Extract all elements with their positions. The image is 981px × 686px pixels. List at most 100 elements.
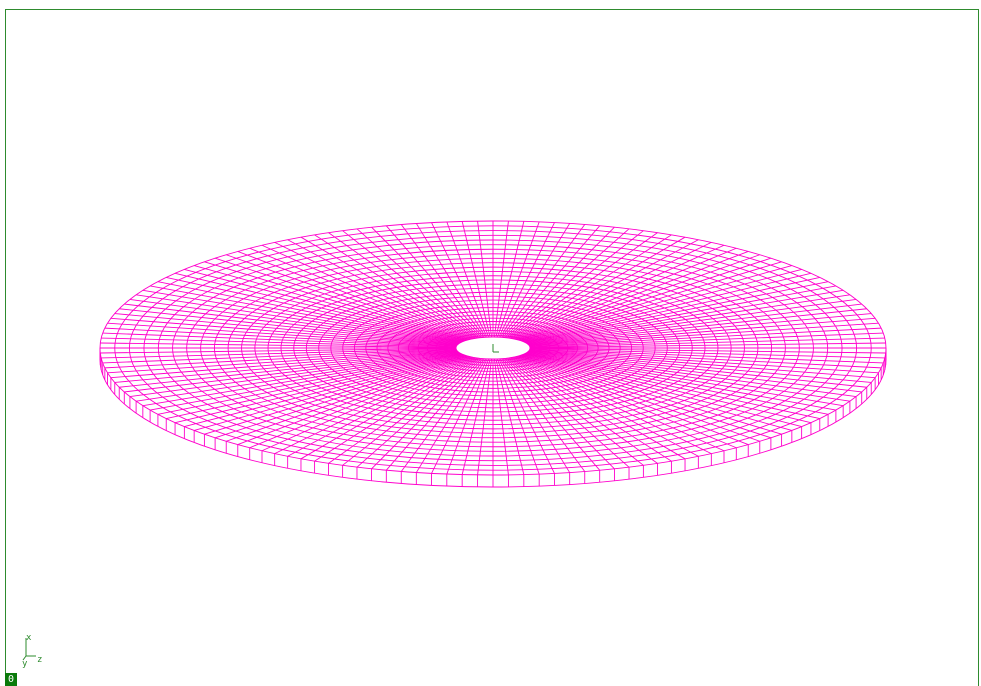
mesh-spoke xyxy=(214,257,467,341)
mesh-spoke xyxy=(502,225,601,338)
mesh-spoke xyxy=(529,337,885,348)
frame-number-badge: 0 xyxy=(5,673,17,686)
mesh-spoke xyxy=(506,357,644,466)
mesh-spoke xyxy=(157,353,462,415)
mesh-spoke xyxy=(502,358,601,471)
mesh-spoke xyxy=(512,239,699,340)
mesh-spoke xyxy=(514,356,725,452)
mesh-spoke xyxy=(525,352,844,407)
mesh-spoke xyxy=(525,289,844,344)
mesh-spoke xyxy=(517,355,760,442)
mesh-spoke xyxy=(194,354,465,431)
mesh-spoke xyxy=(261,356,472,452)
triad-x-label: x xyxy=(26,633,32,643)
mesh-spoke xyxy=(499,358,571,473)
mesh-spoke xyxy=(400,358,485,472)
mesh-spoke xyxy=(523,277,820,343)
mesh-rim xyxy=(99,348,887,488)
mesh-spoke xyxy=(509,234,672,339)
mesh-spoke xyxy=(415,223,487,338)
mesh-spoke xyxy=(529,342,886,349)
mesh-spoke xyxy=(529,347,886,354)
mesh-spoke xyxy=(528,317,876,346)
mesh-spoke xyxy=(529,332,884,348)
viewport-border xyxy=(5,9,979,686)
mesh-spoke xyxy=(516,355,749,445)
mesh-spoke xyxy=(249,247,471,340)
mesh-spoke xyxy=(184,354,465,428)
mesh-spoke xyxy=(100,342,457,349)
mesh-spoke xyxy=(512,356,699,457)
mesh-spoke xyxy=(342,230,480,339)
mesh-spoke xyxy=(521,354,792,431)
mesh-spoke xyxy=(371,226,482,338)
mesh-spoke xyxy=(519,355,772,439)
mesh-spoke xyxy=(504,358,615,470)
mesh-spoke xyxy=(119,350,458,388)
mesh-spoke xyxy=(204,261,466,341)
mesh-spoke xyxy=(521,265,792,342)
mesh-spoke xyxy=(495,358,525,475)
mesh-spoke xyxy=(513,241,712,340)
mesh-spoke xyxy=(510,236,686,339)
mesh-spoke xyxy=(521,354,802,428)
mesh-spoke xyxy=(495,221,525,338)
mesh-spoke xyxy=(174,354,464,424)
mesh-spoke xyxy=(124,351,459,393)
mesh-spoke xyxy=(102,332,457,348)
mesh-spoke xyxy=(150,352,461,411)
mesh-spoke xyxy=(237,251,470,341)
mesh-spoke xyxy=(496,221,540,338)
mesh-spoke xyxy=(521,268,802,342)
mesh-spoke xyxy=(510,357,686,460)
mesh-spoke xyxy=(300,357,476,460)
origin-marker-icon xyxy=(492,344,499,353)
mesh-spoke xyxy=(114,313,458,346)
mesh-spoke xyxy=(446,221,490,338)
mesh-spoke xyxy=(461,221,491,338)
mesh-spoke xyxy=(529,349,882,369)
mesh-spoke xyxy=(107,322,457,347)
mesh-spoke xyxy=(300,236,476,339)
mesh-spoke xyxy=(524,353,829,415)
mesh-spoke xyxy=(274,356,473,455)
mesh-spoke xyxy=(496,358,540,475)
mesh-spoke xyxy=(522,354,812,424)
mesh-spoke xyxy=(150,285,461,344)
mesh-spoke xyxy=(371,358,482,470)
mesh-spoke xyxy=(328,357,478,464)
mesh-spoke xyxy=(157,281,462,343)
mesh-spoke xyxy=(226,355,469,442)
mesh-spoke xyxy=(508,232,658,339)
mesh-spoke xyxy=(314,234,477,339)
mesh-spoke xyxy=(142,352,461,407)
mesh-spoke xyxy=(124,303,459,345)
mesh-spoke xyxy=(102,348,457,364)
mesh-spoke xyxy=(136,352,460,402)
mesh-spoke xyxy=(274,241,473,340)
mesh-spoke xyxy=(515,356,737,449)
mesh-spoke xyxy=(499,223,571,338)
mesh-spoke xyxy=(204,355,466,435)
mesh-spoke xyxy=(226,254,469,341)
mesh-spoke xyxy=(529,327,882,347)
mesh-spoke xyxy=(174,272,464,342)
mesh-spoke xyxy=(494,221,509,338)
mesh-spoke xyxy=(328,232,478,339)
mesh-spoke xyxy=(494,358,509,475)
mesh-spoke xyxy=(110,350,458,379)
mesh-spoke xyxy=(528,350,872,383)
mesh-spoke xyxy=(385,225,484,338)
mesh-spoke xyxy=(498,358,555,474)
mesh-spoke xyxy=(528,308,867,346)
mesh-spoke xyxy=(166,277,463,343)
mesh-spoke xyxy=(506,230,644,339)
mesh-spoke xyxy=(477,358,492,475)
mesh-spoke xyxy=(194,265,465,342)
mesh-spoke xyxy=(519,257,772,341)
mesh-spoke xyxy=(513,356,712,455)
mesh-spoke xyxy=(527,303,862,345)
mesh-spoke xyxy=(356,357,481,468)
